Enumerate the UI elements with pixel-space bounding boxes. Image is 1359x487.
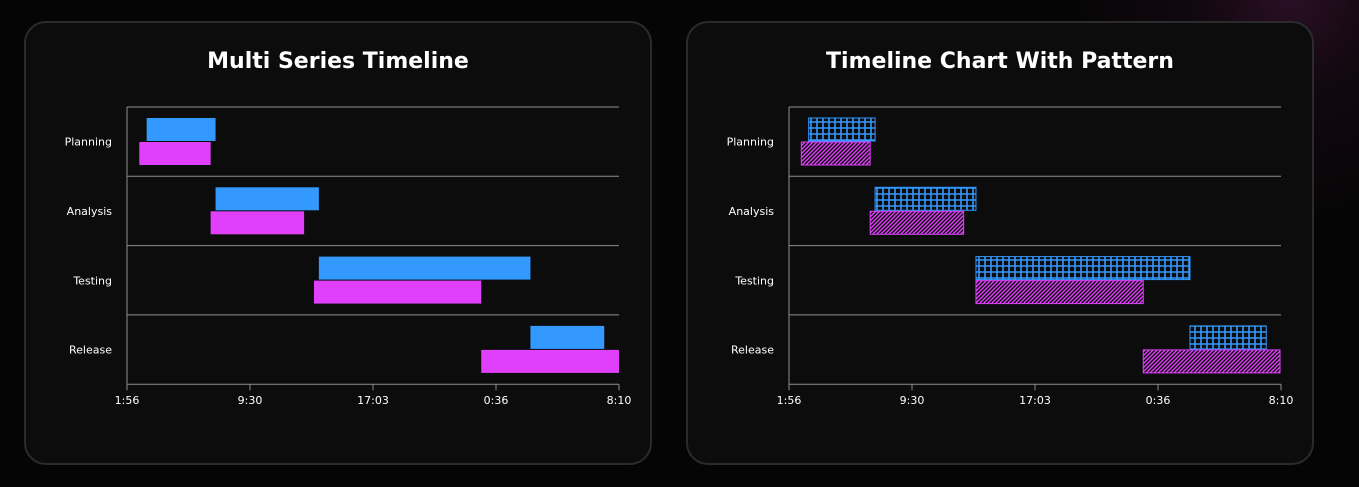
timeline-bar: [1142, 349, 1281, 374]
timeline-bar: [146, 118, 216, 141]
timeline-bar: [215, 187, 319, 211]
x-tick-label: 9:30: [900, 394, 925, 407]
x-tick-label: 17:03: [357, 394, 389, 407]
timeline-bar: [318, 256, 531, 280]
timeline-bar: [800, 141, 871, 166]
x-tick-label: 1:56: [777, 394, 802, 407]
chart-card-pattern: Timeline Chart With Pattern Planning Anal…: [686, 21, 1314, 465]
chart-title: Timeline Chart With Pattern: [826, 49, 1174, 74]
x-tick-label: 17:03: [1019, 394, 1051, 407]
timeline-chart: Planning Analysis Testing Release 1:56 9:30 17…: [727, 106, 1294, 407]
category-label: Planning: [727, 136, 774, 149]
timeline-bar: [139, 142, 211, 165]
timeline-bar: [874, 186, 977, 211]
timeline-bar: [808, 117, 876, 142]
timeline-bar: [975, 280, 1144, 305]
category-label: Testing: [72, 274, 112, 287]
x-tick-label: 1:56: [115, 394, 140, 407]
timeline-bar: [975, 256, 1191, 281]
timeline-bar: [313, 280, 482, 304]
chart-card-multi-series: Multi Series Timeline Planning Analysis Te…: [24, 21, 652, 465]
category-label: Release: [731, 344, 774, 357]
x-tick-label: 9:30: [238, 394, 263, 407]
x-tick-label: 8:10: [1269, 394, 1294, 407]
x-tick-label: 0:36: [1146, 394, 1171, 407]
timeline-bar: [210, 211, 305, 235]
timeline-bar: [869, 210, 965, 235]
timeline-bar: [1189, 325, 1267, 350]
category-label: Testing: [734, 274, 774, 287]
timeline-bar: [530, 325, 605, 349]
x-tick-label: 8:10: [607, 394, 632, 407]
category-label: Release: [69, 344, 112, 357]
category-label: Planning: [65, 136, 112, 149]
category-label: Analysis: [67, 205, 113, 218]
timeline-chart: Planning Analysis Testing Release 1:56 9:30 17…: [65, 106, 632, 407]
x-tick-label: 0:36: [484, 394, 509, 407]
timeline-bar: [481, 349, 619, 373]
category-label: Analysis: [729, 205, 775, 218]
chart-title: Multi Series Timeline: [207, 49, 469, 74]
